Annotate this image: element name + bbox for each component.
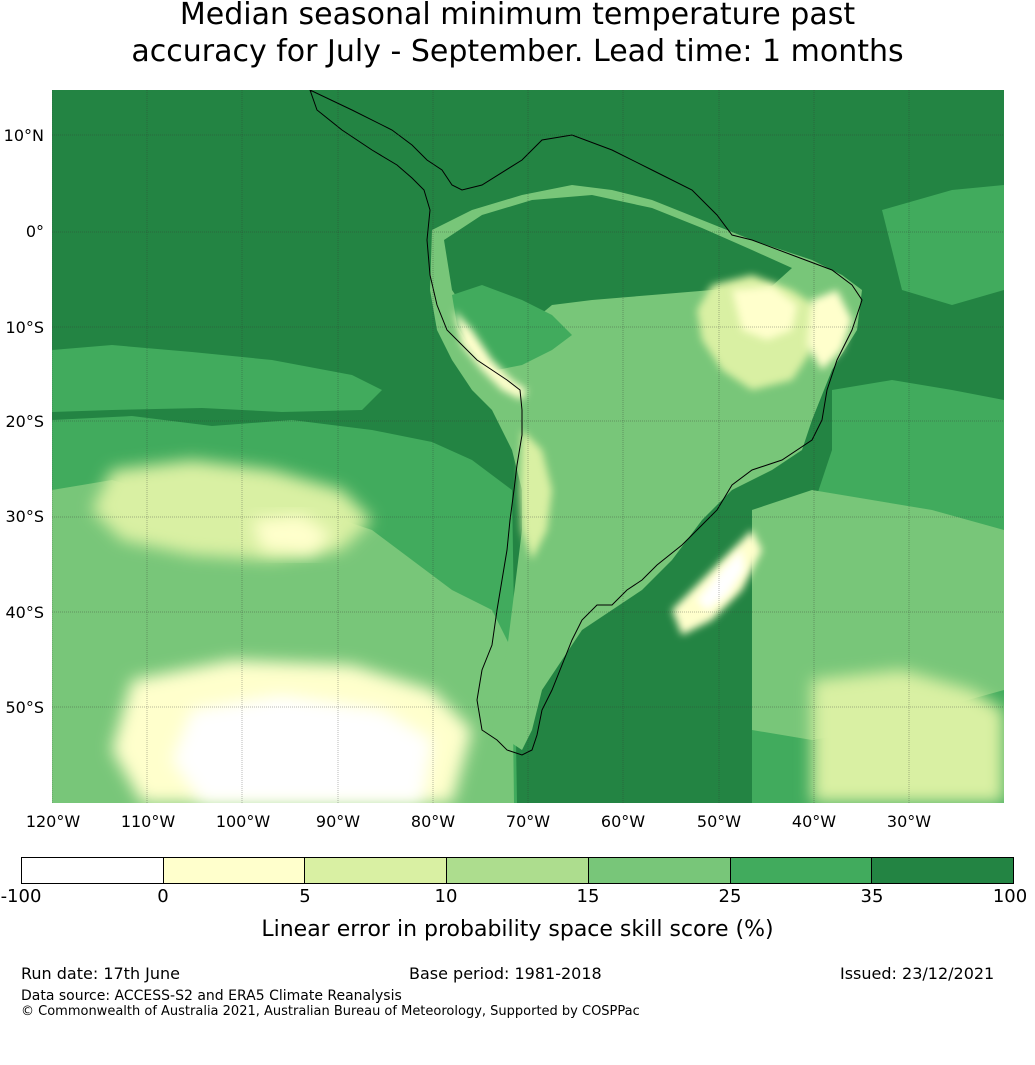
colorbar-segment-1 [22, 858, 164, 883]
lon-label-30w: 30°W [886, 812, 932, 831]
lat-label-10s: 10°S [5, 318, 44, 337]
colorbar-tick: 5 [299, 886, 311, 907]
lat-label-30s: 30°S [5, 507, 44, 526]
lat-label-0: 0° [25, 222, 44, 241]
amazon-high-skill [444, 195, 792, 340]
lon-label-100w: 100°W [215, 812, 271, 831]
lat-label-20s: 20°S [5, 412, 44, 431]
chart-title-line-1: Median seasonal minimum temperature past [179, 0, 856, 32]
colorbar-segment-6 [730, 858, 873, 883]
base-period: Base period: 1981-2018 [409, 964, 602, 983]
colorbar-tick: 10 [434, 886, 458, 907]
lon-label-50w: 50°W [696, 812, 742, 831]
colorbar-tick: 15 [576, 886, 600, 907]
pacific-very-low-patch [252, 515, 332, 555]
colorbar-tick: 100 [992, 886, 1028, 907]
data-source: Data source: ACCESS-S2 and ERA5 Climate … [21, 988, 402, 1004]
colorbar-tick: 25 [718, 886, 742, 907]
colorbar-segment-2 [163, 858, 306, 883]
lon-label-80w: 80°W [410, 812, 456, 831]
colorbar-segment-3 [305, 858, 448, 883]
lon-label-90w: 90°W [315, 812, 361, 831]
lon-label-40w: 40°W [791, 812, 837, 831]
colorbar-tick: 0 [157, 886, 169, 907]
south-atlantic-white-streak [697, 550, 744, 610]
south-pacific-white-zone [172, 695, 432, 803]
patagonia-low-skill [520, 430, 552, 560]
latitude-gridlines [52, 134, 1004, 708]
lat-label-50s: 50°S [5, 698, 44, 717]
run-date: Run date: 17th June [21, 964, 181, 983]
colorbar-tick: -100 [0, 886, 42, 907]
colorbar-segment-7 [872, 858, 1014, 883]
colorbar-tick: 35 [860, 886, 884, 907]
colorbar-segment-5 [588, 858, 731, 883]
lat-label-10n: 10°N [3, 126, 44, 145]
issued-date: Issued: 23/12/2021 [840, 964, 995, 983]
atlantic-lower-skill [752, 490, 1004, 740]
lon-label-110w: 110°W [120, 812, 176, 831]
chart-title-line-2: accuracy for July - September. Lead time… [131, 34, 904, 69]
colorbar-segment-4 [447, 858, 589, 883]
lat-label-40s: 40°S [5, 603, 44, 622]
tropical-pacific-strip [52, 345, 382, 412]
skill-score-map [52, 90, 1004, 803]
coastline [309, 90, 863, 756]
andes-low-skill [454, 310, 527, 400]
south-atlantic-far-patch [812, 670, 1004, 803]
lon-label-120w: 120°W [25, 812, 81, 831]
lon-label-60w: 60°W [600, 812, 646, 831]
lon-label-70w: 70°W [505, 812, 551, 831]
atlantic-north-patch [882, 185, 1004, 305]
east-coast-low-skill [807, 290, 852, 370]
colorbar-label: Linear error in probability space skill … [261, 917, 774, 942]
brazil-very-low-patch [732, 286, 797, 340]
longitude-gridlines [52, 90, 910, 803]
copyright: © Commonwealth of Australia 2021, Austra… [21, 1004, 640, 1019]
colorbar [21, 857, 1014, 884]
